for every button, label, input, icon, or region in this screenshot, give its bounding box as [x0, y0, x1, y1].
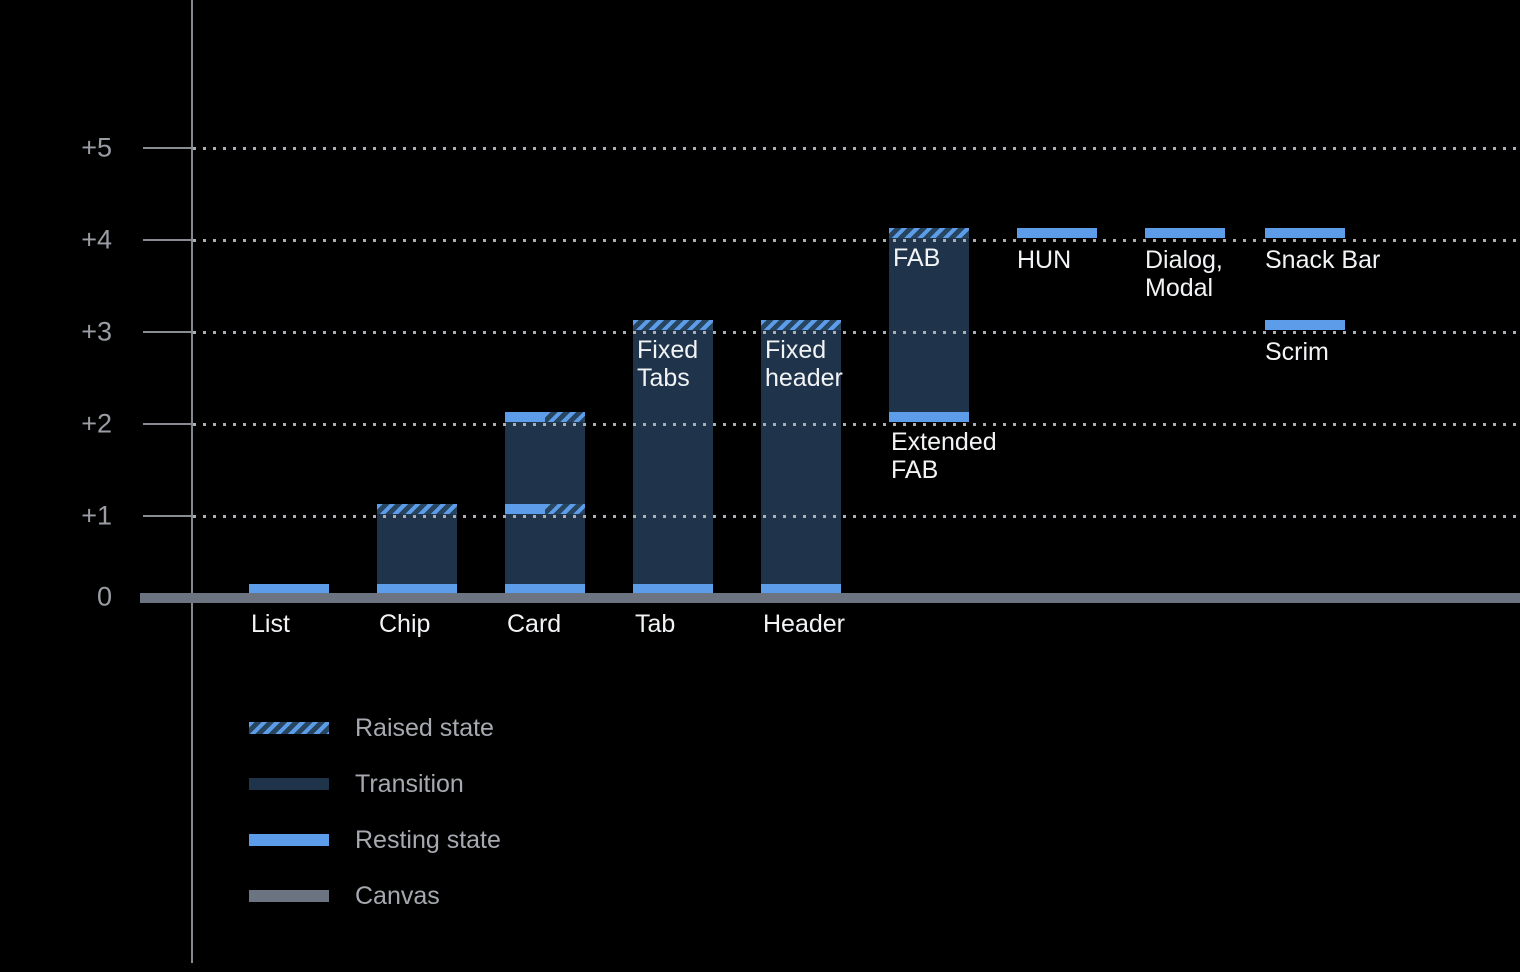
header-inner-label-line-2: header: [765, 364, 843, 392]
gridline-plus-4: [193, 239, 1520, 242]
legend-label-resting: Resting state: [355, 826, 501, 854]
tick-plus-4: [143, 239, 193, 241]
gridline-plus-2: [193, 423, 1520, 426]
axis-label-list: List: [251, 610, 290, 638]
fab-transition-body: [889, 228, 969, 422]
y-axis-line: [191, 0, 193, 963]
header-inner-label-line-1: Fixed: [765, 336, 827, 364]
fab-inner-label-line-1: FAB: [893, 244, 941, 272]
legend-label-canvas: Canvas: [355, 882, 440, 910]
fab-below-label-line-1: Extended: [891, 428, 997, 456]
fab-raised-band: [889, 228, 969, 238]
axis-label-card: Card: [507, 610, 562, 638]
tab-resting-band: [633, 584, 713, 593]
tick-label-plus-1: +1: [81, 500, 112, 531]
tab-inner-label-line-2: Tabs: [637, 364, 690, 392]
tick-plus-5: [143, 147, 193, 149]
card-resting-band: [505, 584, 585, 593]
chip-transition-body: [377, 504, 457, 593]
dialog-modal-label-line-1: Dialog,: [1145, 246, 1223, 274]
header-resting-band: [761, 584, 841, 593]
legend-label-transition: Transition: [355, 770, 464, 798]
card-raised-band-level-2: [545, 412, 585, 422]
header-transition-body: [761, 320, 841, 593]
tick-plus-1: [143, 515, 193, 517]
card-raised-band-level-1: [545, 504, 585, 514]
axis-label-chip: Chip: [379, 610, 431, 638]
card-transition-body: [505, 412, 585, 593]
tick-label-plus-2: +2: [81, 408, 112, 439]
card-resting-band-level-2: [505, 412, 545, 422]
dialog-modal-resting-band-level-4: [1145, 228, 1225, 238]
tick-label-plus-3: +3: [81, 316, 112, 347]
axis-label-tab: Tab: [635, 610, 676, 638]
tick-plus-2: [143, 423, 193, 425]
tick-label-plus-5: +5: [81, 132, 112, 163]
chip-raised-band: [377, 504, 457, 514]
legend-swatch-canvas: [249, 890, 329, 902]
gridline-plus-1: [193, 515, 1520, 518]
list-resting-band: [249, 584, 329, 593]
legend-swatch-raised: [249, 722, 329, 734]
tick-label-plus-4: +4: [81, 224, 112, 255]
snack-bar-scrim-resting-band-level-4: [1265, 228, 1345, 238]
hun-label-line-1: HUN: [1017, 246, 1072, 274]
tab-transition-body: [633, 320, 713, 593]
snack-bar-scrim-label-line-1: Snack Bar: [1265, 246, 1381, 274]
legend-label-raised: Raised state: [355, 714, 494, 742]
legend-swatch-transition: [249, 778, 329, 790]
dialog-modal-label-line-2: Modal: [1145, 274, 1214, 302]
gridline-plus-3: [193, 331, 1520, 334]
tab-inner-label-line-1: Fixed: [637, 336, 699, 364]
chip-resting-band: [377, 584, 457, 593]
gridline-plus-5: [193, 147, 1520, 150]
tab-raised-band: [633, 320, 713, 330]
header-raised-band: [761, 320, 841, 330]
canvas-baseline: [140, 593, 1520, 603]
card-resting-band-level-1: [505, 504, 545, 514]
snack-bar-scrim-label-line-1: Scrim: [1265, 338, 1329, 366]
legend-swatch-resting: [249, 834, 329, 846]
hun-resting-band-level-4: [1017, 228, 1097, 238]
tick-label-0: 0: [96, 581, 112, 612]
fab-below-label-line-2: FAB: [891, 456, 939, 484]
tick-plus-3: [143, 331, 193, 333]
fab-resting-band-level-2: [889, 412, 969, 422]
axis-label-header: Header: [763, 610, 845, 638]
snack-bar-scrim-resting-band-level-3: [1265, 320, 1345, 330]
